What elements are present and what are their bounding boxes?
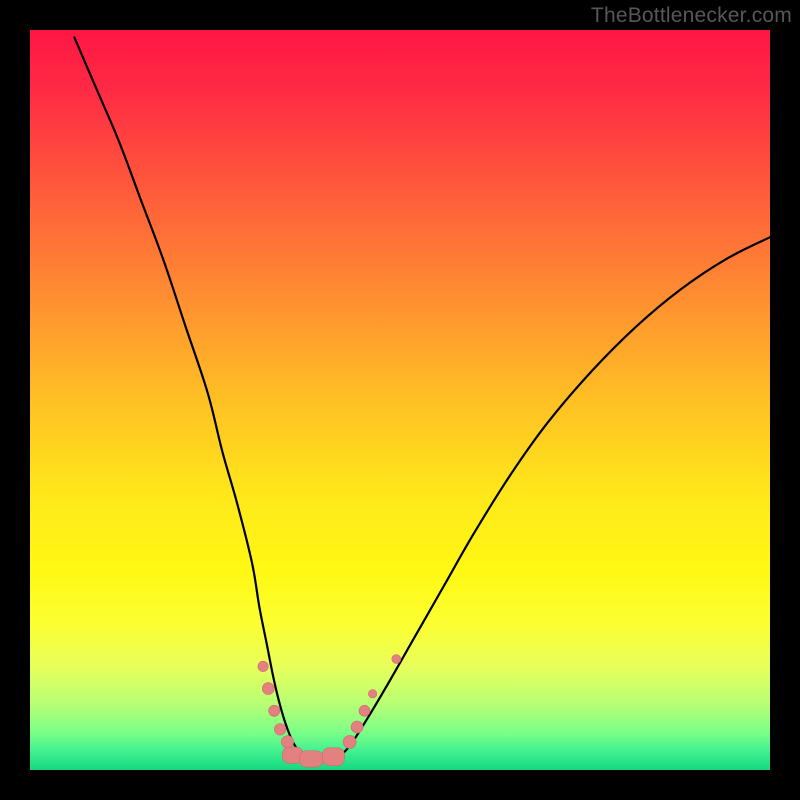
marker-right-1: [351, 721, 363, 733]
marker-left-1: [262, 683, 274, 695]
chart-svg: [30, 30, 770, 770]
marker-left-3: [274, 724, 286, 736]
marker-left-4: [281, 736, 293, 748]
marker-outlier: [392, 655, 401, 664]
marker-left-0: [258, 661, 268, 671]
marker-right-0: [343, 735, 356, 748]
marker-bottom-1: [299, 751, 323, 767]
watermark-text: TheBottlenecker.com: [591, 4, 792, 28]
plot-area: [30, 30, 770, 770]
marker-bottom-2: [322, 748, 344, 766]
marker-left-2: [269, 705, 280, 716]
chart-container: TheBottlenecker.com: [0, 0, 800, 800]
marker-right-3: [368, 690, 376, 698]
marker-right-2: [359, 705, 370, 716]
